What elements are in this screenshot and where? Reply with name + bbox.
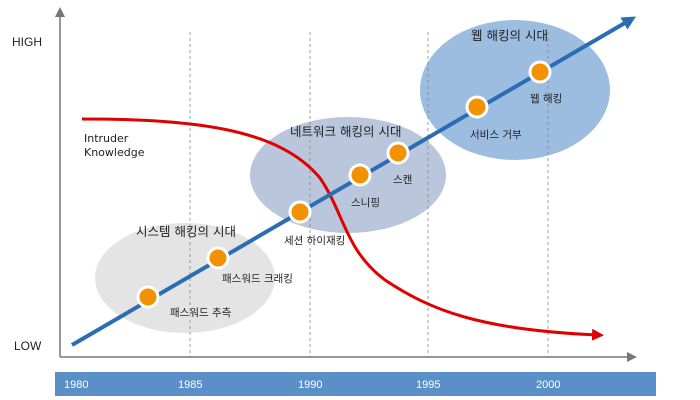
milestone-dot-sniffing xyxy=(348,163,372,187)
year-label-1980: 1980 xyxy=(64,379,88,391)
intruder-knowledge-label: Intruder Knowledge xyxy=(84,132,145,159)
milestone-label-session-hijack: 세션 하이재킹 xyxy=(284,234,345,247)
intruder-knowledge-curve xyxy=(81,117,604,341)
year-label-1990: 1990 xyxy=(298,379,322,391)
milestone-label-password-guess: 패스워드 추측 xyxy=(170,306,232,319)
milestone-dot-scan xyxy=(386,141,410,165)
milestone-label-password-crack: 패스워드 크래킹 xyxy=(222,272,293,285)
milestone-dots xyxy=(136,60,552,309)
era-label-network: 네트워크 해킹의 시대 xyxy=(290,124,401,139)
era-label-web: 웹 해킹의 시대 xyxy=(471,28,548,43)
milestone-dot-dos xyxy=(465,95,489,119)
milestone-label-web-hacking: 웹 해킹 xyxy=(530,92,562,105)
milestone-dot-web-hacking xyxy=(528,60,552,84)
era-ellipse-web xyxy=(420,20,610,160)
timeline-bar xyxy=(55,372,656,396)
era-label-system: 시스템 해킹의 시대 xyxy=(136,224,236,239)
year-label-1995: 1995 xyxy=(416,379,440,391)
milestone-dot-password-crack xyxy=(206,246,230,270)
year-label-2000: 2000 xyxy=(536,379,560,391)
milestone-label-sniffing: 스니핑 xyxy=(351,197,380,209)
year-label-1985: 1985 xyxy=(178,379,202,391)
intruder-knowledge-line1: Intruder xyxy=(84,132,129,145)
milestone-label-dos: 서비스 거부 xyxy=(470,129,522,141)
y-axis-high-label: HIGH xyxy=(12,35,42,49)
milestone-dot-password-guess xyxy=(136,285,160,309)
y-axis-low-label: LOW xyxy=(14,339,42,353)
intruder-knowledge-line2: Knowledge xyxy=(84,146,145,159)
milestone-label-scan: 스캔 xyxy=(393,174,412,186)
milestone-dot-session-hijack xyxy=(288,200,312,224)
